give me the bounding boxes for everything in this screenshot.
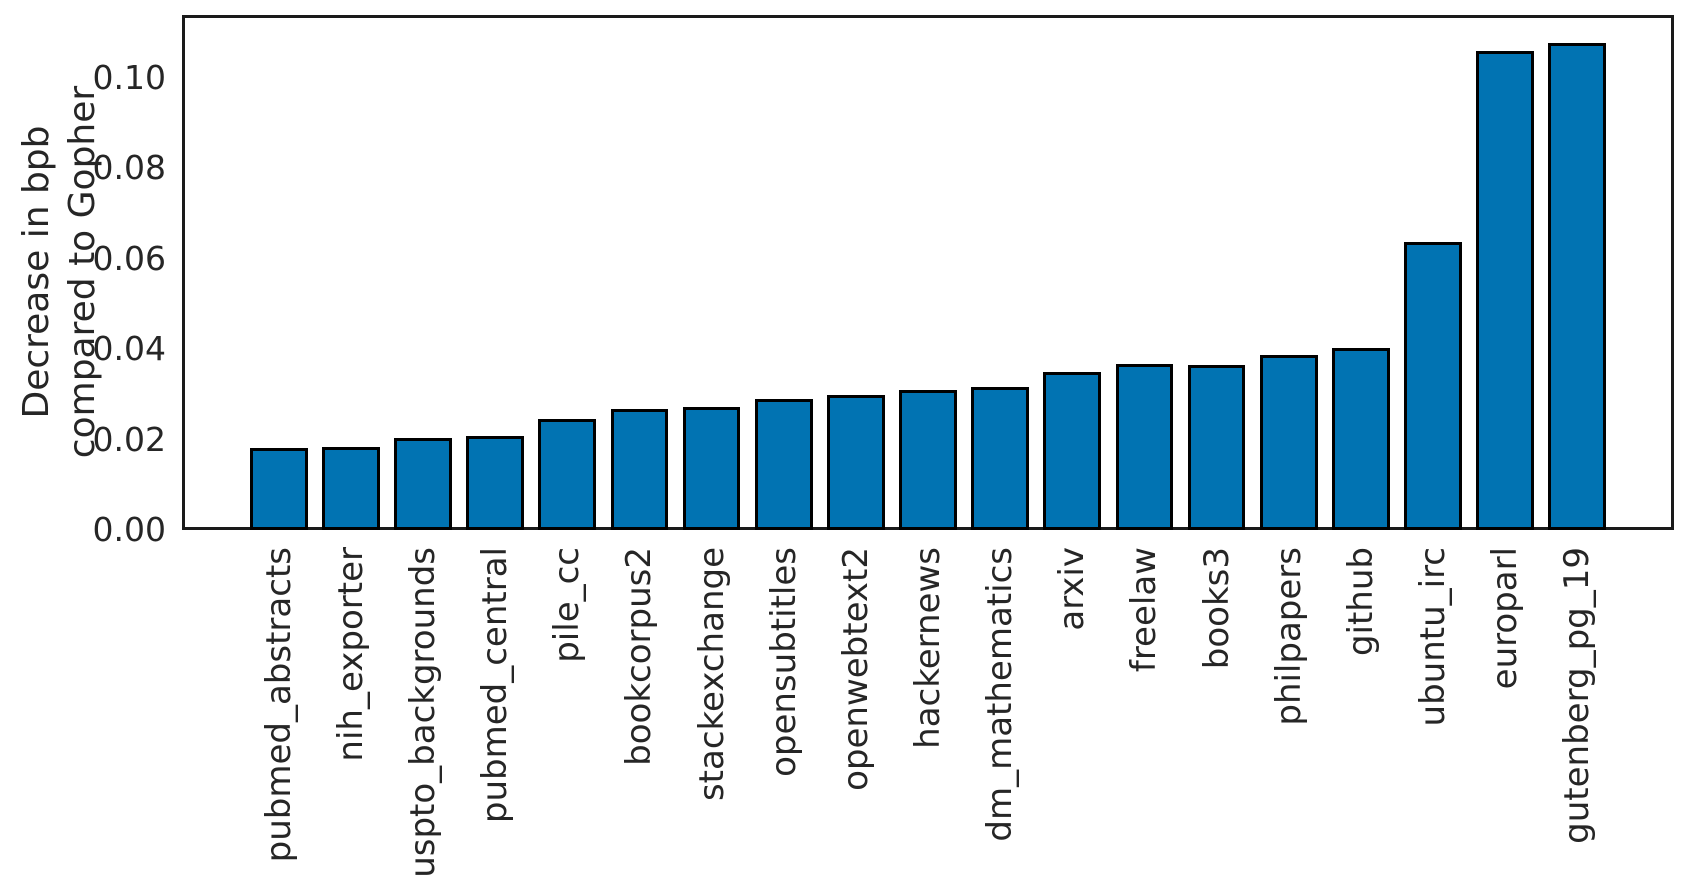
x-tick-label-dm_mathematics: dm_mathematics bbox=[980, 547, 1021, 842]
x-tick-label-nih_exporter: nih_exporter bbox=[330, 547, 371, 762]
x-tick-label-openwebtext2: openwebtext2 bbox=[835, 547, 876, 791]
x-tick-label-pubmed_central: pubmed_central bbox=[475, 547, 516, 824]
bar-arxiv bbox=[1043, 371, 1102, 530]
x-tick-label-uspto_backgrounds: uspto_backgrounds bbox=[402, 547, 443, 878]
bar-ubuntu_irc bbox=[1404, 242, 1462, 530]
bar-freelaw bbox=[1115, 364, 1174, 530]
bar-books3 bbox=[1187, 364, 1246, 530]
x-tick-label-hackernews: hackernews bbox=[908, 547, 948, 749]
bar-uspto_backgrounds bbox=[394, 437, 452, 530]
y-tick-label: 0.06 bbox=[92, 238, 166, 278]
bar-opensubtitles bbox=[754, 398, 813, 530]
bar-pubmed_central bbox=[466, 435, 524, 530]
x-tick-label-stackexchange: stackexchange bbox=[691, 547, 732, 802]
x-tick-label-opensubtitles: opensubtitles bbox=[763, 547, 804, 777]
bar-europarl bbox=[1476, 50, 1535, 530]
x-tick-label-freelaw: freelaw bbox=[1124, 547, 1165, 673]
bar-stackexchange bbox=[682, 407, 741, 530]
x-tick-label-europarl: europarl bbox=[1485, 547, 1526, 690]
x-tick-label-arxiv: arxiv bbox=[1052, 547, 1093, 631]
x-tick-label-pubmed_abstracts: pubmed_abstracts bbox=[258, 547, 299, 863]
bar-pubmed_abstracts bbox=[249, 448, 308, 530]
x-tick-label-books3: books3 bbox=[1196, 547, 1237, 670]
x-tick-label-philpapers: philpapers bbox=[1268, 547, 1309, 726]
x-tick-label-ubuntu_irc: ubuntu_irc bbox=[1413, 547, 1454, 727]
bar-philpapers bbox=[1259, 355, 1318, 530]
bar-dm_mathematics bbox=[971, 387, 1029, 530]
y-tick-label: 0.00 bbox=[92, 510, 166, 549]
x-tick-label-gutenberg_pg_19: gutenberg_pg_19 bbox=[1557, 547, 1598, 844]
y-tick-label: 0.02 bbox=[92, 419, 166, 459]
bar-github bbox=[1332, 348, 1390, 530]
bar-openwebtext2 bbox=[826, 394, 885, 530]
x-tick-label-bookcorpus2: bookcorpus2 bbox=[619, 547, 660, 766]
y-tick-label: 0.08 bbox=[92, 148, 166, 188]
x-tick-label-pile_cc: pile_cc bbox=[547, 547, 588, 663]
bar-bookcorpus2 bbox=[610, 409, 669, 530]
bar-gutenberg_pg_19 bbox=[1548, 42, 1607, 530]
x-tick-label-github: github bbox=[1340, 547, 1381, 657]
y-tick-label: 0.04 bbox=[92, 329, 166, 369]
y-tick-label: 0.10 bbox=[92, 57, 166, 97]
bar-nih_exporter bbox=[321, 446, 380, 530]
bar-hackernews bbox=[899, 389, 957, 530]
bar-pile_cc bbox=[538, 418, 597, 530]
